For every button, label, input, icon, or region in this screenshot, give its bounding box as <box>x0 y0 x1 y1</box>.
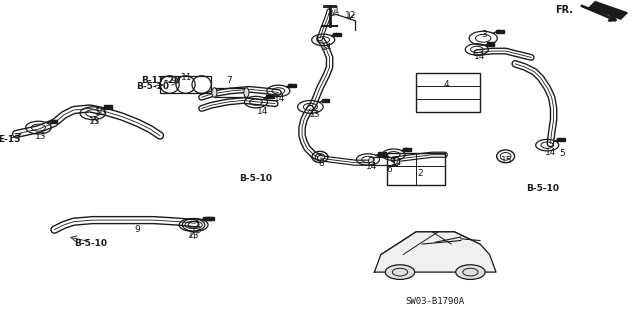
Text: 14: 14 <box>257 107 268 115</box>
Bar <box>403 148 411 151</box>
Text: 15: 15 <box>501 156 513 165</box>
Text: 14: 14 <box>474 52 486 61</box>
Text: 1: 1 <box>335 6 340 15</box>
Text: 14: 14 <box>545 148 556 157</box>
Text: 11: 11 <box>181 73 193 82</box>
Text: B-5-10: B-5-10 <box>239 174 273 183</box>
Bar <box>557 138 564 141</box>
Text: 4: 4 <box>444 80 449 89</box>
Ellipse shape <box>244 88 249 97</box>
Bar <box>288 84 296 87</box>
Bar <box>104 105 112 108</box>
Bar <box>50 120 58 123</box>
Text: 14: 14 <box>274 94 285 103</box>
Text: 13: 13 <box>188 231 199 240</box>
Text: B-17-20: B-17-20 <box>141 76 181 85</box>
Bar <box>378 152 385 156</box>
Text: 8: 8 <box>319 159 324 168</box>
Polygon shape <box>374 232 496 272</box>
Text: 5: 5 <box>559 149 564 158</box>
Text: 13: 13 <box>35 132 46 141</box>
Text: 13: 13 <box>191 226 203 235</box>
Text: E-15: E-15 <box>0 135 20 144</box>
Text: 14: 14 <box>365 162 377 171</box>
Circle shape <box>385 265 415 279</box>
Bar <box>160 76 211 93</box>
Bar <box>496 30 504 33</box>
Text: 13: 13 <box>89 117 100 126</box>
Ellipse shape <box>369 157 374 165</box>
Text: FR.: FR. <box>555 5 573 15</box>
Bar <box>204 217 211 220</box>
Text: B-5-10: B-5-10 <box>136 82 169 91</box>
Text: 2: 2 <box>417 169 422 178</box>
Text: B-5-10: B-5-10 <box>526 184 559 193</box>
Bar <box>266 95 273 98</box>
Ellipse shape <box>212 88 217 97</box>
Text: SW03-B1790A: SW03-B1790A <box>406 297 465 306</box>
Polygon shape <box>589 2 627 19</box>
Bar <box>214 88 246 97</box>
Text: 12: 12 <box>345 11 356 20</box>
Bar <box>322 99 330 102</box>
Bar <box>387 153 445 185</box>
Bar <box>416 73 480 112</box>
Text: 7: 7 <box>227 76 232 85</box>
Text: 14: 14 <box>321 43 332 52</box>
Text: B-5-10: B-5-10 <box>74 239 108 248</box>
Bar <box>207 217 214 220</box>
Text: 3: 3 <box>482 30 487 39</box>
Text: 13: 13 <box>309 110 321 119</box>
Bar <box>333 33 340 36</box>
Circle shape <box>456 265 485 279</box>
Text: 10: 10 <box>95 108 107 117</box>
Bar <box>486 42 494 46</box>
Text: 14: 14 <box>391 158 403 167</box>
Text: 6: 6 <box>387 165 392 174</box>
Bar <box>371 157 397 165</box>
Ellipse shape <box>394 157 399 165</box>
Text: 9: 9 <box>135 225 140 234</box>
